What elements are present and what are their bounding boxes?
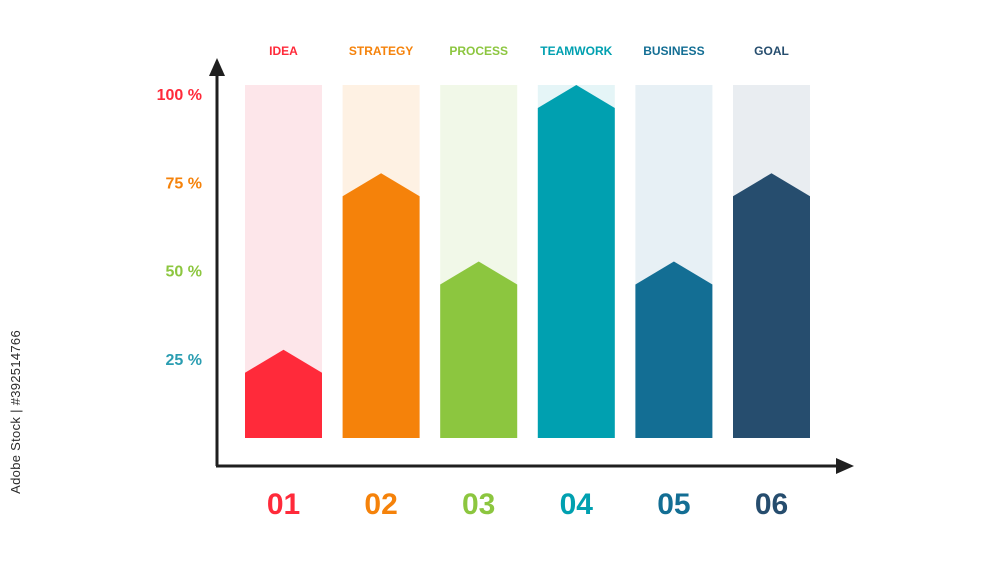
category-label: STRATEGY: [349, 44, 413, 58]
y-tick-label: 50 %: [166, 264, 202, 281]
bar-goal: [733, 173, 810, 438]
number-label: 04: [560, 488, 594, 521]
number-label: 02: [364, 488, 397, 521]
y-tick-label: 75 %: [166, 175, 202, 192]
bar-tracks: [245, 85, 810, 438]
category-labels: IDEA STRATEGY PROCESS TEAMWORK BUSINESS GOAL: [269, 44, 789, 58]
number-label: 01: [267, 488, 300, 521]
y-tick-labels: 25 % 50 % 75 % 100 %: [157, 87, 202, 369]
category-label: PROCESS: [449, 44, 508, 58]
axes: [209, 58, 854, 474]
category-label: TEAMWORK: [540, 44, 612, 58]
bar-idea: [245, 349, 322, 438]
number-label: 03: [462, 488, 495, 521]
category-label: BUSINESS: [643, 44, 704, 58]
y-axis-arrow: [209, 58, 225, 76]
bar-strategy: [342, 173, 420, 438]
category-label: IDEA: [269, 44, 298, 58]
bar-teamwork: [537, 85, 615, 438]
category-label: GOAL: [754, 44, 789, 58]
x-axis-arrow: [836, 458, 854, 474]
y-tick-label: 100 %: [157, 87, 202, 104]
number-label: 06: [755, 488, 788, 521]
number-label: 05: [657, 488, 690, 521]
y-tick-label: 25 %: [166, 352, 202, 369]
number-labels: 01 02 03 04 05 06: [267, 488, 788, 521]
bar-business: [635, 261, 713, 438]
bars: [245, 85, 810, 438]
bar-process: [440, 261, 518, 438]
stock-id-watermark: Adobe Stock | #392514766: [8, 330, 23, 494]
